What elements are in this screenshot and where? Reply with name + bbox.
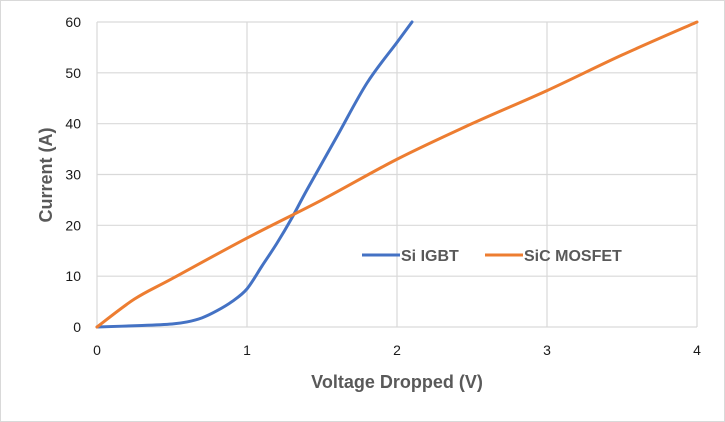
x-tick-label: 3 bbox=[543, 342, 551, 358]
y-tick-labels: 0 10 20 30 40 50 60 bbox=[65, 14, 81, 335]
x-tick-label: 4 bbox=[693, 342, 701, 358]
y-tick-label: 10 bbox=[65, 268, 81, 284]
y-axis-title: Current (A) bbox=[36, 128, 56, 223]
legend-label: SiC MOSFET bbox=[524, 248, 622, 265]
x-tick-labels: 0 1 2 3 4 bbox=[93, 342, 701, 358]
series-line-sic-mosfet bbox=[95, 20, 699, 329]
y-tick-label: 30 bbox=[65, 167, 81, 183]
y-tick-label: 0 bbox=[73, 319, 81, 335]
y-tick-label: 60 bbox=[65, 14, 81, 30]
legend: Si IGBT SiC MOSFET bbox=[362, 248, 622, 265]
legend-label: Si IGBT bbox=[401, 248, 459, 265]
y-tick-label: 20 bbox=[65, 217, 81, 233]
y-tick-label: 50 bbox=[65, 65, 81, 81]
y-tick-label: 40 bbox=[65, 116, 81, 132]
gridlines bbox=[96, 21, 698, 328]
x-tick-label: 1 bbox=[243, 342, 251, 358]
series-line-si-igbt bbox=[95, 20, 414, 329]
series-lines bbox=[95, 20, 699, 329]
x-tick-label: 2 bbox=[393, 342, 401, 358]
x-tick-label: 0 bbox=[93, 342, 101, 358]
x-axis-title: Voltage Dropped (V) bbox=[311, 372, 483, 392]
